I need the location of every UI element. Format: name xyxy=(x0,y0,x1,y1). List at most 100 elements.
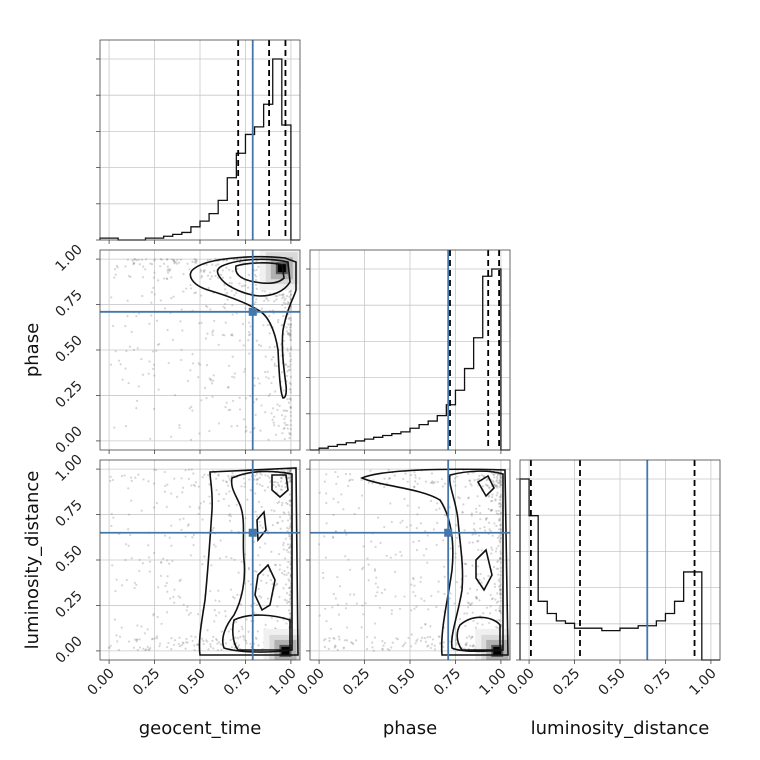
sample-point xyxy=(182,272,185,276)
sample-point xyxy=(435,508,438,511)
sample-point xyxy=(236,593,239,596)
sample-point xyxy=(270,412,273,415)
sample-point xyxy=(232,595,235,599)
sample-point xyxy=(203,473,206,476)
panel-geocent-time-hist xyxy=(96,39,301,241)
sample-point xyxy=(288,432,291,435)
sample-point xyxy=(142,478,145,481)
sample-point xyxy=(187,613,191,616)
sample-point xyxy=(219,273,223,276)
sample-point xyxy=(289,405,292,409)
sample-point xyxy=(367,563,370,566)
sample-point xyxy=(201,476,204,479)
sample-point xyxy=(470,512,473,515)
sample-point xyxy=(164,584,167,588)
sample-point xyxy=(217,474,220,477)
sample-point xyxy=(215,637,218,641)
sample-point xyxy=(189,283,192,287)
sample-point xyxy=(499,476,503,480)
sample-point xyxy=(426,561,429,564)
sample-point xyxy=(362,613,365,616)
sample-point xyxy=(157,388,160,391)
x-tick-label: 0.75 xyxy=(641,666,674,699)
sample-point xyxy=(173,262,176,265)
sample-point xyxy=(119,363,122,366)
sample-point xyxy=(253,302,256,306)
sample-point xyxy=(280,488,284,492)
sample-point xyxy=(494,498,497,501)
sample-point xyxy=(230,628,233,631)
sample-point xyxy=(223,283,226,286)
sample-point xyxy=(490,509,493,512)
sample-point xyxy=(256,377,260,380)
sample-point xyxy=(113,276,116,279)
sample-point xyxy=(153,293,156,296)
sample-point xyxy=(235,258,239,261)
sample-point xyxy=(323,645,326,649)
sample-point xyxy=(412,540,415,543)
sample-point xyxy=(403,497,406,501)
truth-marker xyxy=(444,528,453,537)
sample-point xyxy=(267,438,270,441)
sample-point xyxy=(472,528,476,531)
sample-point xyxy=(463,562,466,565)
sample-point xyxy=(289,470,292,473)
sample-point xyxy=(289,469,292,472)
sample-point xyxy=(464,563,467,566)
sample-point xyxy=(256,477,259,481)
sample-point xyxy=(498,498,501,501)
sample-point xyxy=(217,499,220,503)
sample-point xyxy=(247,286,250,289)
sample-point xyxy=(244,284,247,287)
sample-point xyxy=(472,619,475,623)
sample-point xyxy=(189,611,192,615)
sample-point xyxy=(383,477,386,480)
sample-point xyxy=(499,533,502,536)
sample-point xyxy=(267,299,270,302)
sample-point xyxy=(136,347,139,350)
sample-point xyxy=(274,390,277,393)
sample-point xyxy=(270,358,273,361)
sample-point xyxy=(206,332,209,335)
sample-point xyxy=(166,265,169,268)
sample-point xyxy=(242,634,245,638)
sample-point xyxy=(204,337,208,340)
sample-point xyxy=(286,502,289,506)
sample-point xyxy=(412,576,415,580)
sample-point xyxy=(215,264,218,267)
sample-point xyxy=(499,470,503,473)
sample-point xyxy=(499,561,502,564)
sample-point xyxy=(498,474,501,477)
sample-point xyxy=(216,263,220,266)
sample-point xyxy=(191,639,194,643)
sample-point xyxy=(464,643,467,646)
sample-point xyxy=(463,612,466,615)
sample-point xyxy=(270,509,273,512)
sample-point xyxy=(289,333,292,336)
sample-point xyxy=(281,519,284,523)
sample-point xyxy=(340,493,343,496)
sample-point xyxy=(452,480,456,483)
sample-point xyxy=(156,279,160,282)
sample-point xyxy=(495,485,498,488)
sample-point xyxy=(284,415,287,418)
sample-point xyxy=(499,588,502,591)
sample-point xyxy=(254,283,258,286)
sample-point xyxy=(178,518,181,521)
sample-point xyxy=(289,383,292,386)
sample-point xyxy=(438,507,441,510)
sample-point xyxy=(231,303,234,307)
contour-inner-top xyxy=(271,474,289,499)
sample-point xyxy=(163,470,166,474)
sample-point xyxy=(253,426,256,429)
sample-point xyxy=(381,639,384,643)
sample-point xyxy=(217,422,221,425)
sample-point xyxy=(279,476,283,479)
sample-point xyxy=(283,299,286,302)
sample-point xyxy=(202,270,206,273)
sample-point xyxy=(158,642,162,645)
sample-point xyxy=(289,348,293,351)
sample-point xyxy=(255,398,258,401)
sample-point xyxy=(498,535,501,538)
sample-point xyxy=(385,554,388,557)
